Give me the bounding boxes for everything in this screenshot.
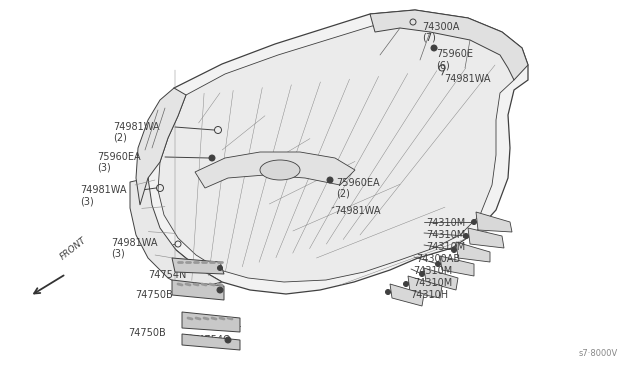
Text: 74754Q: 74754Q bbox=[192, 335, 230, 345]
Circle shape bbox=[451, 247, 456, 253]
Circle shape bbox=[225, 337, 231, 343]
Polygon shape bbox=[148, 10, 528, 294]
Circle shape bbox=[435, 262, 440, 266]
Circle shape bbox=[463, 234, 468, 238]
Polygon shape bbox=[182, 334, 240, 350]
Text: 74750B: 74750B bbox=[128, 328, 166, 338]
Polygon shape bbox=[370, 10, 528, 80]
Circle shape bbox=[419, 272, 424, 276]
Ellipse shape bbox=[260, 160, 300, 180]
Circle shape bbox=[209, 155, 215, 161]
Text: (6): (6) bbox=[436, 60, 450, 70]
Polygon shape bbox=[390, 284, 424, 306]
Text: (3): (3) bbox=[97, 163, 111, 173]
Text: (3): (3) bbox=[80, 196, 93, 206]
Polygon shape bbox=[158, 22, 514, 282]
Text: 74310M: 74310M bbox=[413, 266, 452, 276]
Polygon shape bbox=[440, 256, 474, 276]
Circle shape bbox=[327, 177, 333, 183]
Text: 74981WA: 74981WA bbox=[113, 122, 159, 132]
Text: 74300AB: 74300AB bbox=[416, 254, 460, 264]
Circle shape bbox=[403, 282, 408, 286]
Text: 74981WA: 74981WA bbox=[334, 206, 381, 216]
Text: 74310M: 74310M bbox=[413, 278, 452, 288]
Circle shape bbox=[472, 219, 477, 224]
Polygon shape bbox=[130, 178, 222, 290]
Text: 75960EA: 75960EA bbox=[97, 152, 141, 162]
Text: (3): (3) bbox=[111, 249, 125, 259]
Text: 74310M: 74310M bbox=[426, 218, 465, 228]
Text: s7·8000V: s7·8000V bbox=[579, 349, 618, 358]
Text: 75960EA: 75960EA bbox=[336, 178, 380, 188]
Text: (2): (2) bbox=[336, 189, 350, 199]
Polygon shape bbox=[172, 258, 224, 274]
Text: 74981WA: 74981WA bbox=[444, 74, 490, 84]
Polygon shape bbox=[476, 212, 512, 232]
Circle shape bbox=[218, 266, 223, 270]
Polygon shape bbox=[468, 228, 504, 248]
Text: FRONT: FRONT bbox=[58, 236, 88, 262]
Circle shape bbox=[217, 287, 223, 293]
Text: 74750B: 74750B bbox=[135, 290, 173, 300]
Text: 74310M: 74310M bbox=[426, 242, 465, 252]
Polygon shape bbox=[195, 152, 355, 188]
Text: 74981WA: 74981WA bbox=[80, 185, 127, 195]
Polygon shape bbox=[456, 242, 490, 262]
Text: (2): (2) bbox=[113, 133, 127, 143]
Text: 74754N: 74754N bbox=[148, 270, 186, 280]
Polygon shape bbox=[424, 268, 458, 290]
Text: 74310H: 74310H bbox=[410, 290, 448, 300]
Text: 74300A: 74300A bbox=[422, 22, 460, 32]
Polygon shape bbox=[182, 312, 240, 332]
Text: (7): (7) bbox=[422, 33, 436, 43]
Text: 74981WA: 74981WA bbox=[111, 238, 157, 248]
Text: 74310M: 74310M bbox=[426, 230, 465, 240]
Circle shape bbox=[385, 289, 390, 295]
Text: 75960E: 75960E bbox=[436, 49, 473, 59]
Polygon shape bbox=[172, 280, 224, 300]
Circle shape bbox=[431, 45, 437, 51]
Polygon shape bbox=[136, 88, 186, 205]
Polygon shape bbox=[408, 276, 442, 298]
